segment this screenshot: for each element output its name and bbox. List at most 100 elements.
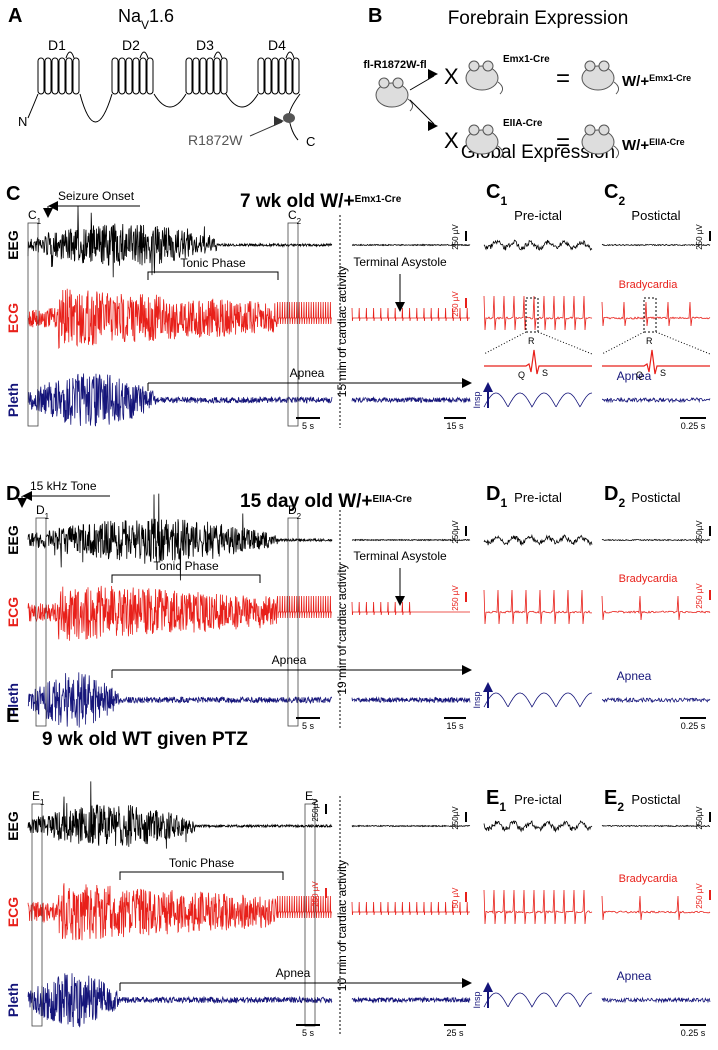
- epoch-label-part: 2: [297, 217, 302, 226]
- eeg-scale-label: 250 µV: [451, 224, 460, 250]
- eeg-trace: [483, 533, 593, 547]
- epoch-box: [287, 222, 299, 427]
- ecg-scale-label: 250 µV: [451, 291, 460, 317]
- eeg-trace: [27, 493, 333, 581]
- ecg-trace: [601, 595, 711, 621]
- ecg-trace: [483, 889, 593, 925]
- mouse-tail: [613, 81, 620, 95]
- mouse-ear: [378, 77, 390, 89]
- qrs-trace: [602, 349, 710, 375]
- pleth-trace: [601, 696, 711, 704]
- inset-label-part: 1: [500, 496, 507, 510]
- mouse-ear: [598, 124, 610, 136]
- epoch-label-part: 2: [297, 512, 302, 521]
- wave-label: Q: [518, 370, 525, 380]
- eeg-scale-label: 250 µV: [695, 224, 704, 250]
- offspring-label-part: W/+: [622, 137, 649, 154]
- arrow-head: [462, 978, 472, 988]
- terminus-label: C: [306, 134, 315, 149]
- arrow-head: [48, 201, 58, 211]
- epoch-label: D1: [36, 503, 50, 521]
- pleth-trace: [483, 692, 593, 708]
- loop: [79, 93, 113, 123]
- arrow-head: [395, 596, 405, 606]
- apnea-label: Apnea: [617, 669, 652, 683]
- apnea-label: Apnea: [276, 966, 311, 980]
- offspring-label-part: EIIA-Cre: [649, 137, 685, 147]
- eeg-trace: [351, 824, 471, 828]
- event-label: Seizure Onset: [58, 189, 135, 203]
- panel-title: 9 wk old WT given PTZ: [42, 729, 248, 750]
- ecg-scale-label: 250 µV: [311, 881, 320, 907]
- panel-title-part: EIIA-Cre: [373, 494, 413, 505]
- domain-label: D1: [48, 37, 66, 53]
- eeg-trace: [483, 239, 593, 251]
- eeg-trace: [601, 824, 711, 828]
- caption: Forebrain Expression: [448, 8, 629, 29]
- mouse-ear: [482, 60, 494, 72]
- offspring-label: W/+EIIA-Cre: [622, 137, 685, 154]
- time-label: 15 s: [446, 721, 464, 731]
- ecg-trace: [351, 307, 470, 322]
- cross-symbol: X: [444, 64, 459, 89]
- zoom-line: [537, 331, 593, 355]
- epoch-label-part: 1: [40, 798, 45, 807]
- bradycardia-label: Bradycardia: [619, 573, 679, 585]
- inset-label-part: D: [486, 483, 500, 505]
- panel-label: D: [6, 483, 20, 505]
- ecg-scale-label: 250 µV: [451, 585, 460, 611]
- ecg-scale-label: 250 µV: [695, 883, 704, 909]
- epoch-box: [31, 803, 43, 1027]
- epoch-label: D2: [288, 503, 302, 521]
- arrow: [409, 75, 435, 91]
- pore-loop: [213, 51, 223, 59]
- phase-label: Tonic Phase: [169, 856, 235, 870]
- apnea-label: Apnea: [290, 366, 325, 380]
- inset-label: D1: [486, 483, 507, 510]
- segment: [192, 57, 200, 95]
- ecg-trace: [351, 601, 470, 616]
- zoom-box: [643, 297, 657, 333]
- segment: [220, 57, 228, 95]
- inset-label: D2: [604, 483, 625, 510]
- epoch-label-part: 2: [313, 798, 318, 807]
- panel-title-part: V: [141, 18, 149, 32]
- time-label: 0.25 s: [681, 421, 706, 431]
- panel-label: A: [8, 5, 22, 27]
- arrow-head: [428, 69, 438, 79]
- pleth-trace: [27, 672, 333, 728]
- pleth-trace: [27, 973, 333, 1028]
- segment: [257, 57, 265, 95]
- segment: [185, 57, 193, 95]
- cross-symbol: X: [444, 128, 459, 153]
- inset-label-part: E: [486, 787, 499, 809]
- eeg-trace: [483, 820, 593, 833]
- insp-label: Insp: [472, 391, 482, 408]
- offspring-label: W/+Emx1-Cre: [622, 73, 691, 90]
- mouse-ear: [482, 124, 494, 136]
- insp-label: Insp: [472, 991, 482, 1008]
- mouse-ear: [584, 124, 596, 136]
- arrow-head: [428, 121, 438, 131]
- epoch-box: [287, 517, 299, 727]
- segment: [118, 57, 126, 95]
- time-label: 0.25 s: [681, 1028, 706, 1038]
- time-label: 5 s: [302, 721, 315, 731]
- arrow-head: [483, 682, 493, 692]
- panel-title-part: 7 wk old W/+: [240, 191, 355, 212]
- eeg-trace: [27, 206, 333, 278]
- epoch-label-part: C: [28, 208, 37, 222]
- inset-label: E1: [486, 787, 506, 814]
- apnea-label: Apnea: [617, 969, 652, 983]
- segment: [37, 57, 45, 95]
- offspring-label-part: W/+: [622, 73, 649, 90]
- segment: [125, 57, 133, 95]
- time-label: 5 s: [302, 1028, 315, 1038]
- wave-label: R: [528, 336, 535, 346]
- driver-label: Emx1-Cre: [503, 54, 550, 65]
- mutation-label: R1872W: [188, 132, 243, 148]
- mouse-body: [581, 65, 615, 91]
- wave-label: S: [660, 368, 666, 378]
- equals-symbol: =: [556, 65, 570, 92]
